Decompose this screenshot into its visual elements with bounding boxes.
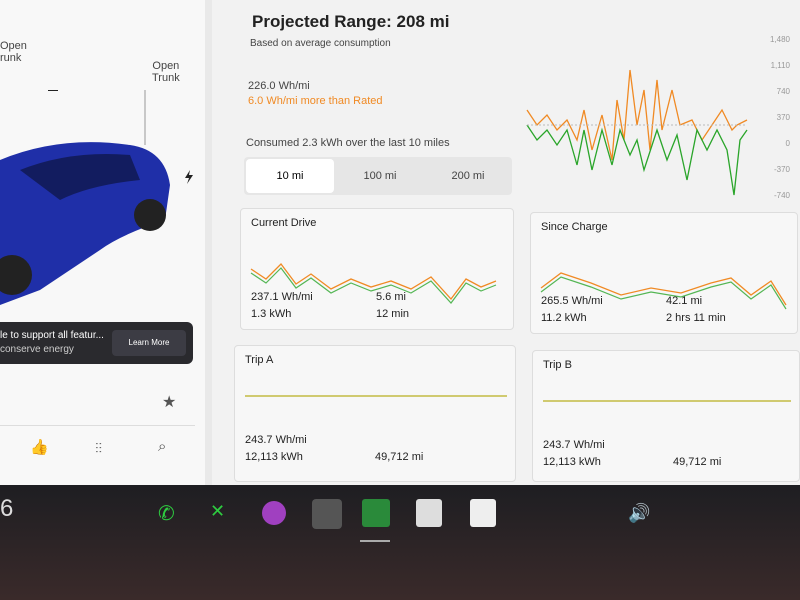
phone-icon[interactable]: ✆ (158, 503, 175, 525)
banner-text: conserve energy (0, 344, 74, 355)
trunk-label[interactable]: Open Trunk (152, 60, 180, 84)
card-graph (543, 400, 791, 402)
axis-label: 740 (777, 87, 791, 96)
indicator (360, 540, 390, 542)
energy-rate: 243.7 Wh/mi (543, 439, 605, 451)
label: Trunk (152, 72, 180, 84)
energy: 11.2 kWh (541, 312, 587, 324)
card: Trip A 243.7 Wh/mi 12,113 kWh 49,712 mi (234, 345, 516, 482)
learn-more-button[interactable]: Learn More (112, 330, 186, 356)
divider (0, 425, 195, 426)
card-graph (250, 263, 497, 304)
title: Projected Range: 208 mi (252, 12, 450, 31)
card: Current Drive 237.1 Wh/mi 1.3 kWh 5.6 mi 12 … (240, 208, 514, 330)
banner-text: le to support all featur... (0, 330, 104, 341)
distance: 49,712 mi (375, 451, 424, 463)
volume-icon[interactable]: 🔊 (628, 503, 651, 523)
label: runk (0, 52, 22, 64)
energy: 1.3 kWh (251, 308, 292, 320)
tab[interactable]: 100 mi (363, 170, 397, 182)
axis-label: 370 (777, 113, 791, 122)
axis-label: 0 (786, 139, 791, 148)
time: 2 hrs 11 min (666, 312, 726, 324)
distance: 49,712 mi (673, 456, 722, 468)
energy-graph: 1,480 1,110 740 370 0 -370 -740 (526, 35, 791, 200)
favorite-icon[interactable]: ★ (162, 394, 177, 411)
energy: 12,113 kWh (543, 456, 601, 468)
axis-label: 1,110 (771, 61, 791, 70)
media-icon[interactable] (262, 501, 286, 525)
label: Open (0, 40, 27, 52)
tab[interactable]: 10 mi (246, 159, 334, 193)
rated-delta: 6.0 Wh/mi more than Rated (248, 95, 383, 107)
energy-app-icon[interactable] (362, 499, 390, 527)
axis-label: -370 (774, 165, 791, 174)
card-graph (540, 272, 787, 310)
energy-rate: 237.1 Wh/mi (251, 291, 313, 303)
like-icon[interactable]: 👍 (30, 439, 49, 456)
consumed: Consumed 2.3 kWh over the last 10 miles (246, 137, 450, 149)
card-title: Current Drive (251, 217, 317, 229)
energy-rate: 265.5 Wh/mi (541, 295, 603, 307)
distance: 5.6 mi (376, 291, 406, 303)
frunk-label[interactable]: Open runk (0, 40, 27, 64)
tab-bar: 10 mi 100 mi 200 mi (244, 157, 512, 195)
taskbar: 6 ✆ ✕ 🔊 (0, 485, 800, 600)
average: 226.0 Wh/mi (248, 80, 310, 92)
speed: 6 (0, 495, 14, 522)
subtitle: Based on average consumption (250, 38, 391, 49)
search-icon[interactable]: ⌕ (158, 438, 167, 455)
card-title: Trip A (245, 354, 274, 366)
distance: 42.1 mi (666, 295, 703, 307)
car (0, 90, 193, 305)
card: Trip B 243.7 Wh/mi 12,113 kWh 49,712 mi (532, 350, 800, 482)
label: Open (152, 60, 180, 72)
axis-label: 1,480 (770, 35, 791, 44)
controls-icon[interactable]: ⫶⫶ (95, 440, 102, 456)
tab[interactable]: 200 mi (451, 170, 485, 182)
card-graph (245, 395, 507, 397)
apps-icon[interactable] (312, 499, 342, 529)
card-title: Trip B (543, 359, 572, 371)
shuffle-icon[interactable]: ✕ (210, 501, 226, 521)
card-title: Since Charge (541, 221, 608, 233)
calendar-icon[interactable] (470, 499, 496, 527)
axis-label: -740 (774, 191, 791, 200)
energy-panel: Projected Range: 208 mi Based on average… (212, 0, 800, 485)
card: Since Charge 265.5 Wh/mi 11.2 kWh 42.1 mi 2 … (530, 212, 798, 334)
energy-rate: 243.7 Wh/mi (245, 434, 307, 446)
left-panel: Open runk Open Trunk le to support all fea… (0, 0, 205, 485)
time: 12 min (376, 308, 410, 320)
notes-icon[interactable] (416, 499, 442, 527)
axis-labels: 1,480 1,110 740 370 0 -370 -740 (770, 35, 791, 200)
energy: 12,113 kWh (245, 451, 303, 463)
banner: le to support all featur... conserve ene… (0, 322, 193, 364)
